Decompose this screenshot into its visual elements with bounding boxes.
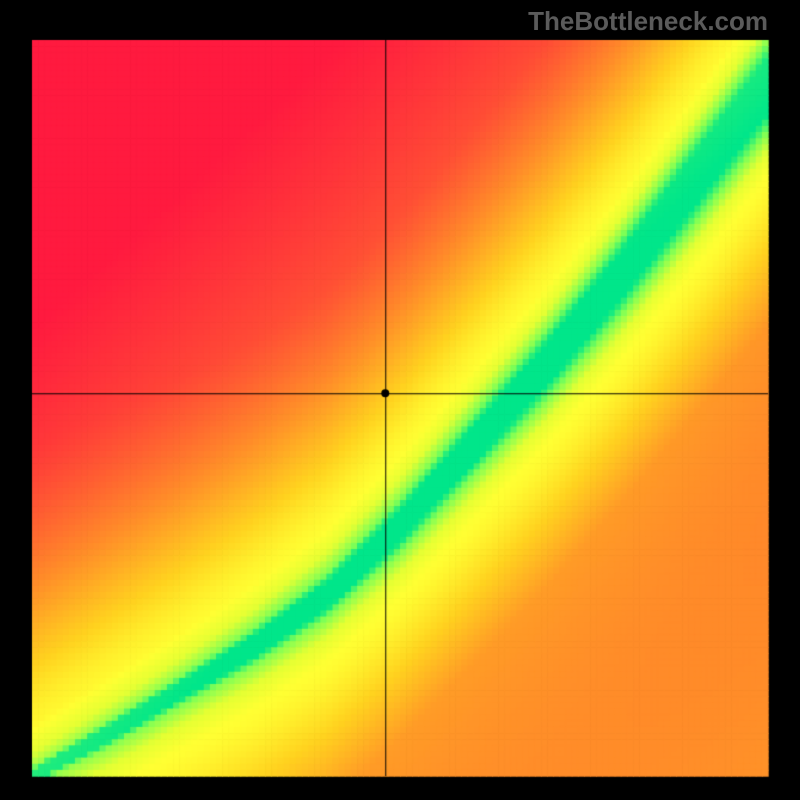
- watermark-text: TheBottleneck.com: [528, 6, 768, 37]
- heatmap-canvas: [0, 0, 800, 800]
- chart-container: TheBottleneck.com: [0, 0, 800, 800]
